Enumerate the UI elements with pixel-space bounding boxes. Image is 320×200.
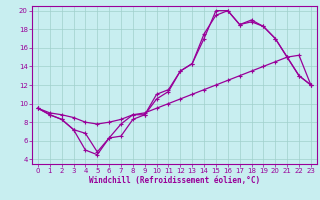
X-axis label: Windchill (Refroidissement éolien,°C): Windchill (Refroidissement éolien,°C) [89, 176, 260, 185]
